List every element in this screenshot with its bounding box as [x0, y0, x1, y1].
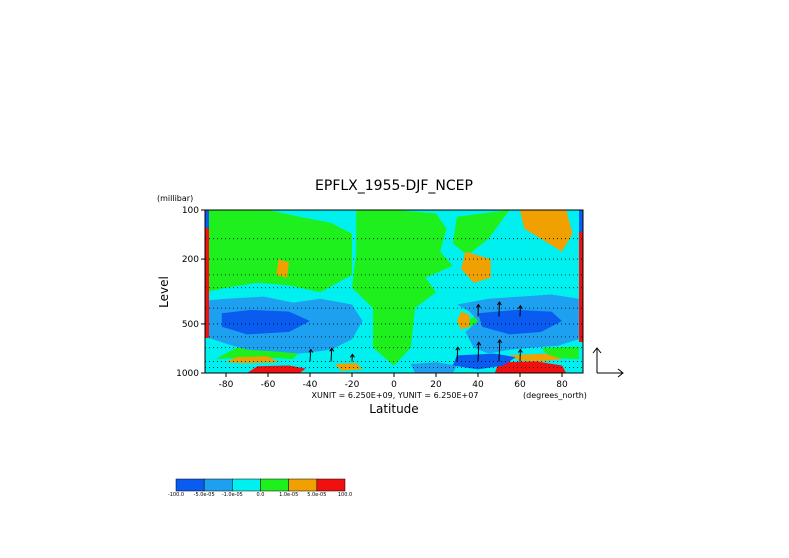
x-tick-label-2: -40 — [303, 380, 318, 390]
contour-region-11 — [335, 363, 363, 371]
y-tick-label-0: 100 — [182, 206, 199, 216]
x-tick-label-6: 40 — [472, 380, 484, 390]
colorbar-swatch-4 — [288, 478, 318, 492]
flux-vector-4 — [477, 342, 480, 362]
contour-region-9 — [520, 210, 573, 252]
y-units-label: (millibar) — [157, 194, 193, 203]
flux-vector-5 — [498, 339, 501, 362]
x-tick-label-7: 60 — [514, 380, 526, 390]
contour-region-6 — [276, 259, 289, 278]
colorbar-label-3: 0.0 — [257, 492, 265, 498]
y-tick-label-3: 1000 — [176, 369, 199, 379]
flux-vector-head-5 — [497, 338, 503, 344]
colorbar-label-2: -1.0e-05 — [222, 492, 243, 498]
colorbar: -100.0 -5.0e-05 -1.0e-05 0.0 1.0e-05 5.0e-05 1… — [168, 478, 352, 498]
x-axis-ticks: -80 -60 -40 -20 0 20 40 60 80 — [219, 373, 568, 390]
reference-vector-y-head — [592, 347, 602, 354]
contour-region-18 — [221, 309, 310, 335]
flux-vector-3 — [456, 347, 459, 362]
flux-vector-head-9 — [517, 304, 523, 309]
y-axis-label: Level — [157, 276, 171, 308]
contour-region-12 — [509, 353, 562, 362]
contour-region-0 — [205, 210, 352, 293]
colorbar-label-0: -100.0 — [168, 492, 184, 498]
y-tick-label-1: 200 — [182, 255, 199, 265]
flux-vector-head-4 — [476, 341, 482, 346]
contour-region-20 — [452, 353, 516, 370]
reference-vectors — [592, 347, 624, 378]
colorbar-swatch-5 — [316, 478, 346, 492]
colorbar-swatch-0 — [175, 478, 205, 492]
flux-vector-head-1 — [329, 347, 335, 352]
contour-region-14 — [494, 361, 567, 373]
contour-region-2 — [452, 210, 510, 256]
chart-title: EPFLX_1955-DJF_NCEP — [315, 178, 473, 194]
colorbar-swatch-3 — [260, 478, 289, 492]
plot-area — [204, 209, 584, 374]
ep-flux-vectors — [308, 301, 523, 362]
reference-vector-x-head — [617, 368, 624, 378]
edge-strip-north — [579, 232, 583, 342]
flux-vector-head-3 — [455, 346, 461, 351]
x-tick-label-3: -20 — [345, 380, 360, 390]
flux-vector-1 — [330, 348, 333, 362]
x-tick-label-8: 80 — [556, 380, 568, 390]
colorbar-label-1: -5.0e-05 — [194, 492, 215, 498]
x-tick-label-0: -80 — [219, 380, 234, 390]
edge-strip-south-top — [205, 210, 209, 228]
colorbar-label-5: 5.0e-05 — [307, 492, 326, 498]
y-axis-ticks: 100 200 500 1000 — [176, 206, 205, 379]
flux-vector-head-6 — [517, 348, 523, 353]
edge-strip-south — [205, 228, 209, 338]
vector-units-label: XUNIT = 6.250E+09, YUNIT = 6.250E+07 — [312, 391, 479, 400]
flux-vector-head-7 — [475, 303, 481, 308]
colorbar-swatch-2 — [232, 478, 261, 492]
x-tick-label-4: 0 — [391, 380, 397, 390]
flux-vector-head-8 — [496, 301, 502, 306]
x-axis-label: Latitude — [369, 402, 418, 416]
flux-vector-0 — [309, 349, 312, 362]
edge-strip-north-top — [579, 210, 583, 232]
y-tick-label-2: 500 — [182, 320, 199, 330]
contour-region-8 — [457, 311, 470, 330]
contour-region-1 — [352, 210, 453, 366]
colorbar-swatch-1 — [203, 478, 233, 492]
flux-vector-head-0 — [308, 348, 314, 353]
colorbar-label-4: 1.0e-05 — [279, 492, 298, 498]
x-tick-label-5: 20 — [430, 380, 442, 390]
x-tick-label-1: -60 — [261, 380, 276, 390]
x-units-label: (degrees_north) — [523, 391, 587, 400]
contour-region-7 — [461, 251, 491, 283]
flux-vector-head-2 — [349, 353, 355, 358]
contour-fills — [205, 210, 583, 373]
colorbar-label-6: 100.0 — [338, 492, 352, 498]
